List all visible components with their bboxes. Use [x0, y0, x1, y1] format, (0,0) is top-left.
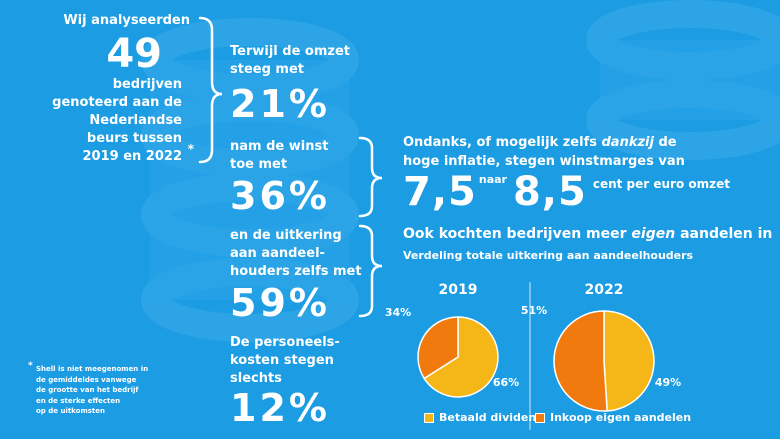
pie-charts: 66% 34% 2019 49% 51% 2022 [385, 282, 681, 430]
margins-values: 7,5 naar 8,5 cent per euro omzet [403, 171, 773, 213]
margin-unit: cent per euro omzet [592, 177, 730, 191]
intro-line: Wij analyseerden [63, 13, 190, 28]
legend-swatch-buyback [535, 412, 545, 423]
margin-to: 8,5 [512, 169, 587, 215]
stat-profit-value: 36% [230, 174, 330, 218]
pie-2022-slice-dividend [603, 310, 655, 412]
pie-2022-label-buyback: 51% [521, 304, 547, 317]
intro-rest-3: beurs tussen [86, 131, 182, 146]
footnote-star: * [28, 361, 33, 371]
brace-intro [198, 16, 223, 164]
margins-line-2: hoge inflatie, stegen winstmarges van [403, 154, 685, 169]
stat-profit-label: nam de winst toe met [230, 139, 329, 172]
stat-payout-value: 59% [230, 281, 330, 325]
stat-revenue-value: 21% [230, 82, 330, 126]
pie-2019-slice-dividend [423, 316, 499, 398]
pie-2022-slice-buyback [553, 310, 608, 412]
margin-naar: naar [478, 173, 507, 186]
pie-2022-label-dividend: 49% [655, 376, 681, 389]
pie-2019-label-dividend: 66% [493, 376, 519, 389]
pie-year-2019: 2019 [439, 282, 478, 298]
companies-count: 49 [106, 31, 162, 77]
legend-swatch-dividend [424, 412, 434, 423]
margins-block: Ondanks, of mogelijk zelfs dankzij de ho… [403, 133, 773, 213]
asterisk-mark: * [187, 142, 194, 156]
intro-rest-0: bedrijven [112, 77, 182, 92]
buyback-title: Ook kochten bedrijven meer eigen aandele… [403, 226, 773, 242]
margin-from: 7,5 [403, 169, 477, 215]
pie-2019-label-buyback: 34% [385, 306, 411, 319]
stat-payout-label: en de uitkering aan aandeel- houders zel… [230, 228, 362, 279]
stat-personnel-label: De personeels- kosten stegen slechts [230, 335, 340, 386]
legend-buyback: Inkoop eigen aandelen [535, 411, 691, 424]
intro-block: Wij analyseerden 49 bedrijven genoteerd … [20, 12, 194, 166]
stat-personnel-value: 12% [230, 386, 330, 430]
intro-rest-4: 2019 en 2022 [82, 149, 183, 164]
intro-rest-1: genoteerd aan de [52, 95, 182, 110]
margins-line-1: Ondanks, of mogelijk zelfs dankzij de [403, 135, 677, 150]
buyback-subtitle: Verdeling totale uitkering aan aandeelho… [403, 249, 694, 262]
stat-revenue-label: Terwijl de omzet steeg met [230, 44, 350, 77]
intro-rest-2: Nederlandse [89, 113, 182, 128]
pie-2019-slice-buyback [417, 316, 459, 380]
legend-dividend: Betaald dividend [424, 411, 544, 424]
pie-year-2022: 2022 [585, 282, 624, 298]
footnote: * Shell is niet meegenomen in de gemidde… [28, 361, 149, 415]
brace-payout [358, 224, 383, 318]
brace-profit [358, 136, 383, 218]
